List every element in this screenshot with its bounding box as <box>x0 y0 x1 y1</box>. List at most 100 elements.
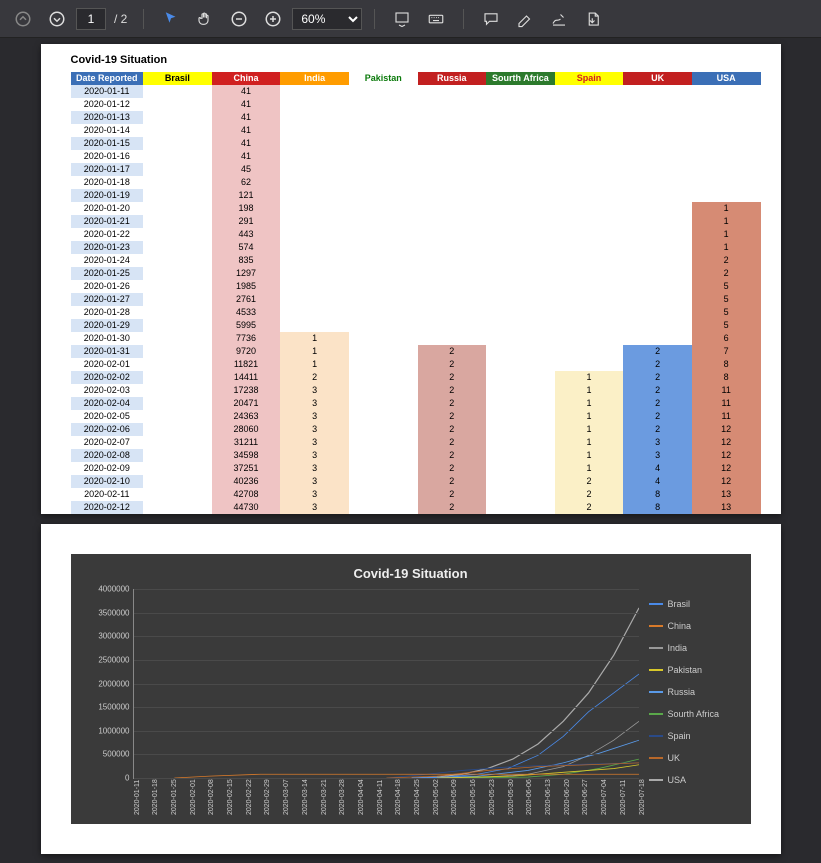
data-cell <box>692 163 761 176</box>
data-cell <box>418 280 487 293</box>
page-down-button[interactable] <box>42 4 72 34</box>
data-cell <box>486 488 555 501</box>
data-cell <box>280 293 349 306</box>
keyboard-icon[interactable] <box>421 4 451 34</box>
table-row: 2020-01-2512972 <box>71 267 761 280</box>
x-tick-label: 2020-06-27 <box>582 779 589 815</box>
zoom-out-button[interactable] <box>224 4 254 34</box>
gridline <box>134 754 639 755</box>
data-cell <box>486 189 555 202</box>
data-cell <box>486 137 555 150</box>
page-up-button[interactable] <box>8 4 38 34</box>
data-cell <box>143 215 212 228</box>
data-cell: 1 <box>555 449 624 462</box>
legend-label: India <box>668 643 688 653</box>
data-cell: 2 <box>418 449 487 462</box>
table-row: 2020-02-0731211321312 <box>71 436 761 449</box>
column-header: Brasil <box>143 72 212 85</box>
column-header: India <box>280 72 349 85</box>
date-cell: 2020-01-21 <box>71 215 144 228</box>
date-cell: 2020-01-24 <box>71 254 144 267</box>
data-cell: 1297 <box>212 267 281 280</box>
pdf-viewer[interactable]: Covid-19 Situation Date ReportedBrasilCh… <box>0 38 821 863</box>
fit-width-button[interactable] <box>387 4 417 34</box>
data-cell: 2 <box>418 475 487 488</box>
data-cell: 3 <box>280 436 349 449</box>
data-cell: 3 <box>280 501 349 514</box>
data-cell <box>555 241 624 254</box>
select-tool-button[interactable] <box>156 4 186 34</box>
date-cell: 2020-02-06 <box>71 423 144 436</box>
data-cell <box>143 202 212 215</box>
data-cell: 41 <box>212 137 281 150</box>
y-tick-label: 4000000 <box>84 585 130 594</box>
data-cell: 2 <box>555 475 624 488</box>
data-cell <box>486 280 555 293</box>
data-cell <box>623 241 692 254</box>
data-cell: 41 <box>212 111 281 124</box>
comment-button[interactable] <box>476 4 506 34</box>
data-cell: 3 <box>623 436 692 449</box>
data-cell <box>418 254 487 267</box>
legend-item: Spain <box>649 731 739 741</box>
data-cell: 4 <box>623 475 692 488</box>
data-cell <box>349 215 418 228</box>
data-cell <box>280 267 349 280</box>
data-cell <box>486 176 555 189</box>
data-cell <box>486 163 555 176</box>
legend-label: USA <box>668 775 687 785</box>
legend-swatch <box>649 713 663 715</box>
data-cell: 5995 <box>212 319 281 332</box>
data-cell: 11 <box>692 397 761 410</box>
page-number-input[interactable] <box>76 8 106 30</box>
data-cell <box>692 189 761 202</box>
date-cell: 2020-01-18 <box>71 176 144 189</box>
table-row: 2020-01-2845335 <box>71 306 761 319</box>
data-cell <box>418 332 487 345</box>
data-cell: 3 <box>280 462 349 475</box>
highlight-button[interactable] <box>510 4 540 34</box>
export-button[interactable] <box>578 4 608 34</box>
data-cell: 2 <box>418 462 487 475</box>
date-cell: 2020-02-10 <box>71 475 144 488</box>
data-cell <box>418 267 487 280</box>
data-cell: 12 <box>692 462 761 475</box>
data-cell <box>555 176 624 189</box>
data-cell: 1 <box>280 345 349 358</box>
data-cell <box>486 228 555 241</box>
data-cell: 1 <box>555 423 624 436</box>
data-cell <box>143 254 212 267</box>
data-cell: 12 <box>692 475 761 488</box>
data-cell <box>143 267 212 280</box>
date-cell: 2020-02-02 <box>71 371 144 384</box>
data-cell: 11821 <box>212 358 281 371</box>
data-cell <box>486 85 555 98</box>
data-cell <box>555 163 624 176</box>
data-cell <box>623 150 692 163</box>
sign-button[interactable] <box>544 4 574 34</box>
data-cell <box>143 228 212 241</box>
table-row: 2020-01-1541 <box>71 137 761 150</box>
data-cell <box>623 163 692 176</box>
page-total-label: / 2 <box>114 12 127 26</box>
data-cell <box>486 501 555 514</box>
zoom-select[interactable]: 60% <box>292 8 362 30</box>
data-cell: 42708 <box>212 488 281 501</box>
legend-swatch <box>649 691 663 693</box>
data-cell: 44730 <box>212 501 281 514</box>
data-cell: 2 <box>623 371 692 384</box>
date-cell: 2020-01-30 <box>71 332 144 345</box>
data-cell: 2 <box>418 488 487 501</box>
x-tick-label: 2020-02-22 <box>246 779 253 815</box>
data-cell <box>486 111 555 124</box>
legend-item: Sourth Africa <box>649 709 739 719</box>
data-cell <box>555 293 624 306</box>
zoom-in-button[interactable] <box>258 4 288 34</box>
date-cell: 2020-01-19 <box>71 189 144 202</box>
data-cell <box>349 254 418 267</box>
data-cell: 8 <box>623 488 692 501</box>
data-cell <box>486 267 555 280</box>
data-cell <box>418 202 487 215</box>
hand-tool-button[interactable] <box>190 4 220 34</box>
data-cell: 41 <box>212 98 281 111</box>
